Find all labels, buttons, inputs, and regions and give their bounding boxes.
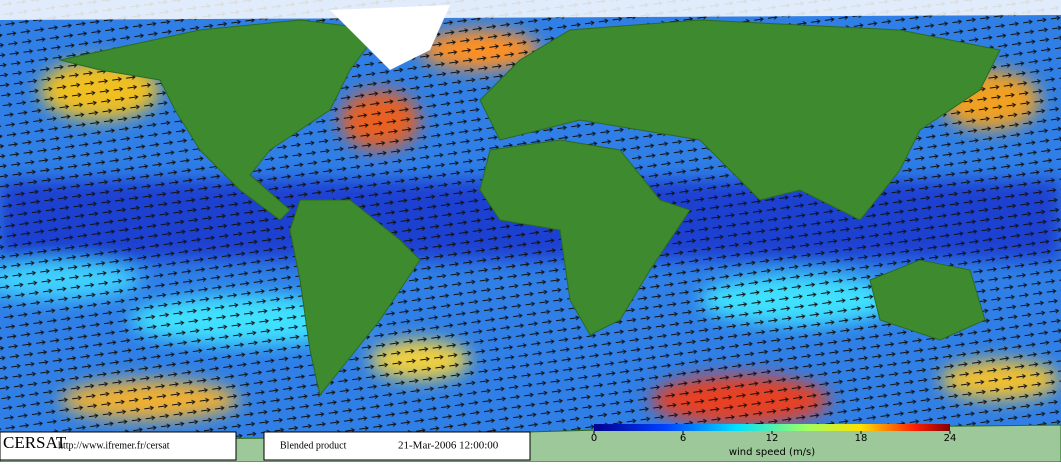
colorbar <box>594 424 950 431</box>
eurasia <box>479 19 1001 221</box>
colorbar-tick-label: 18 <box>855 433 868 444</box>
africa <box>479 139 691 336</box>
australia <box>869 259 986 341</box>
colorbar-tick-label: 24 <box>944 433 957 444</box>
south-america <box>289 199 421 397</box>
arctic <box>0 0 1061 20</box>
colorbar-tick-label: 6 <box>680 433 686 444</box>
colorbar-label: wind speed (m/s) <box>729 447 815 458</box>
greenland <box>330 5 450 70</box>
product: Blended product <box>280 440 347 451</box>
colorbar-tick-label: 12 <box>766 433 779 444</box>
url: http://www.ifremer.fr/cersat <box>58 440 170 451</box>
colorbar-tick-label: 0 <box>591 433 597 444</box>
logo-box <box>0 431 237 461</box>
date: 21-Mar-2006 12:00:00 <box>398 440 499 452</box>
logo: CERSAT <box>3 433 67 452</box>
info-box <box>263 431 531 461</box>
